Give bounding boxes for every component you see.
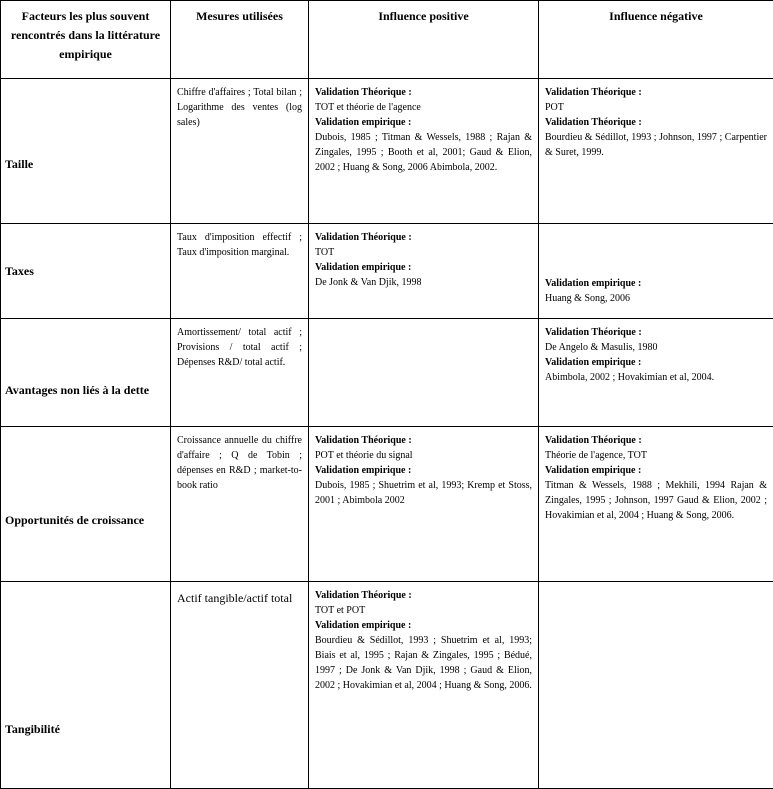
- negative-influence-cell: Validation empirique :Huang & Song, 2006: [539, 224, 773, 319]
- positive-influence-cell: Validation Théorique :TOTValidation empi…: [309, 224, 539, 319]
- measures-cell: Chiffre d'affaires ; Total bilan ; Logar…: [171, 79, 309, 224]
- measures-text: Actif tangible/actif total: [177, 591, 292, 605]
- negative-influence-cell: Validation Théorique :Théorie de l'agenc…: [539, 427, 773, 582]
- negative-empirical-text: Titman & Wessels, 1988 ; Mekhili, 1994 R…: [545, 478, 767, 523]
- factor-label: Avantages non liés à la dette: [5, 383, 166, 398]
- negative-empirical-text: Huang & Song, 2006: [545, 291, 767, 306]
- table-row: Tangibilité Actif tangible/actif total Val…: [1, 582, 773, 789]
- negative-empirical-text: Bourdieu & Sédillot, 1993 ; Johnson, 199…: [545, 130, 767, 160]
- factor-cell: Avantages non liés à la dette: [1, 319, 171, 427]
- factor-cell: Tangibilité: [1, 582, 171, 789]
- negative-empirical-label: Validation empirique :: [545, 463, 767, 478]
- negative-theoretical-label: Validation Théorique :: [545, 325, 767, 340]
- measures-cell: Taux d'imposition effectif ; Taux d'impo…: [171, 224, 309, 319]
- positive-empirical-label: Validation empirique :: [315, 463, 532, 478]
- positive-influence-cell: Validation Théorique :TOT et POTValidati…: [309, 582, 539, 789]
- negative-empirical-label: Validation Théorique :: [545, 115, 767, 130]
- positive-empirical-label: Validation empirique :: [315, 618, 532, 633]
- negative-theoretical-label: Validation Théorique :: [545, 85, 767, 100]
- table-header-row: Facteurs les plus souvent rencontrés dan…: [1, 1, 773, 79]
- positive-empirical-text: Dubois, 1985 ; Titman & Wessels, 1988 ; …: [315, 130, 532, 175]
- negative-theoretical-text: De Angelo & Masulis, 1980: [545, 340, 767, 355]
- literature-factors-table: Facteurs les plus souvent rencontrés dan…: [0, 0, 773, 789]
- positive-theoretical-label: Validation Théorique :: [315, 588, 532, 603]
- factor-cell: Taille: [1, 79, 171, 224]
- spacer: [545, 230, 767, 276]
- positive-theoretical-text: POT et théorie du signal: [315, 448, 532, 463]
- positive-influence-cell: [309, 319, 539, 427]
- table-row: Avantages non liés à la dette Amortisseme…: [1, 319, 773, 427]
- measures-cell: Amortissement/ total actif ; Provisions …: [171, 319, 309, 427]
- table-row: Opportunités de croissance Croissance ann…: [1, 427, 773, 582]
- positive-theoretical-label: Validation Théorique :: [315, 85, 532, 100]
- positive-theoretical-text: TOT et POT: [315, 603, 532, 618]
- positive-empirical-text: Bourdieu & Sédillot, 1993 ; Shuetrim et …: [315, 633, 532, 693]
- measures-text: Amortissement/ total actif ; Provisions …: [177, 327, 302, 368]
- positive-empirical-text: De Jonk & Van Djik, 1998: [315, 275, 532, 290]
- positive-theoretical-label: Validation Théorique :: [315, 230, 532, 245]
- header-negative: Influence négative: [539, 1, 773, 79]
- positive-empirical-label: Validation empirique :: [315, 260, 532, 275]
- positive-empirical-label: Validation empirique :: [315, 115, 532, 130]
- factor-label: Tangibilité: [5, 722, 166, 737]
- negative-empirical-text: Abimbola, 2002 ; Hovakimian et al, 2004.: [545, 370, 767, 385]
- factor-cell: Taxes: [1, 224, 171, 319]
- factor-label: Opportunités de croissance: [5, 513, 166, 528]
- negative-theoretical-label: Validation Théorique :: [545, 433, 767, 448]
- factor-label: Taille: [5, 157, 166, 172]
- page-container: Facteurs les plus souvent rencontrés dan…: [0, 0, 773, 788]
- negative-influence-cell: Validation Théorique :POTValidation Théo…: [539, 79, 773, 224]
- table-row: Taxes Taux d'imposition effectif ; Taux d…: [1, 224, 773, 319]
- measures-cell: Actif tangible/actif total: [171, 582, 309, 789]
- factor-cell: Opportunités de croissance: [1, 427, 171, 582]
- table-row: Taille Chiffre d'affaires ; Total bilan ;…: [1, 79, 773, 224]
- positive-theoretical-text: TOT: [315, 245, 532, 260]
- negative-theoretical-text: Théorie de l'agence, TOT: [545, 448, 767, 463]
- negative-influence-cell: [539, 582, 773, 789]
- measures-text: Chiffre d'affaires ; Total bilan ; Logar…: [177, 87, 302, 128]
- positive-theoretical-text: TOT et théorie de l'agence: [315, 100, 532, 115]
- negative-empirical-label: Validation empirique :: [545, 276, 767, 291]
- factor-label: Taxes: [5, 264, 166, 279]
- negative-influence-cell: Validation Théorique :De Angelo & Masuli…: [539, 319, 773, 427]
- table-body: Taille Chiffre d'affaires ; Total bilan ;…: [1, 79, 773, 789]
- header-factors: Facteurs les plus souvent rencontrés dan…: [1, 1, 171, 79]
- header-positive: Influence positive: [309, 1, 539, 79]
- negative-empirical-label: Validation empirique :: [545, 355, 767, 370]
- positive-theoretical-label: Validation Théorique :: [315, 433, 532, 448]
- positive-influence-cell: Validation Théorique :TOT et théorie de …: [309, 79, 539, 224]
- header-measures: Mesures utilisées: [171, 1, 309, 79]
- positive-empirical-text: Dubois, 1985 ; Shuetrim et al, 1993; Kre…: [315, 478, 532, 508]
- measures-text: Taux d'imposition effectif ; Taux d'impo…: [177, 232, 302, 258]
- measures-text: Croissance annuelle du chiffre d'affaire…: [177, 435, 302, 491]
- measures-cell: Croissance annuelle du chiffre d'affaire…: [171, 427, 309, 582]
- negative-theoretical-text: POT: [545, 100, 767, 115]
- positive-influence-cell: Validation Théorique :POT et théorie du …: [309, 427, 539, 582]
